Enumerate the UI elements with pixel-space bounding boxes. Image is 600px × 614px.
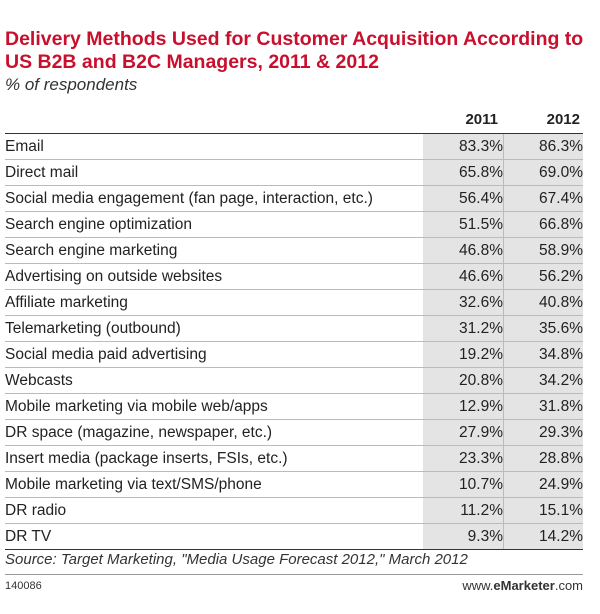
- table-row: Email 83.3% 86.3%: [5, 134, 583, 160]
- column-header-2012: 2012: [546, 111, 580, 128]
- row-label: DR radio: [5, 502, 67, 519]
- column-divider: [503, 472, 504, 497]
- brand-name: eMarketer: [493, 578, 555, 593]
- column-divider: [503, 212, 504, 237]
- row-label: Mobile marketing via text/SMS/phone: [5, 476, 262, 493]
- value-2011: 46.6%: [459, 268, 503, 285]
- table-body: Email 83.3% 86.3% Direct mail 65.8% 69.0% Soci…: [5, 134, 583, 550]
- row-label: Search engine marketing: [5, 242, 178, 259]
- column-divider: [503, 342, 504, 367]
- source-note: Source: Target Marketing, "Media Usage F…: [5, 551, 468, 568]
- column-divider: [503, 290, 504, 315]
- column-divider: [503, 498, 504, 523]
- value-2011: 65.8%: [459, 164, 503, 181]
- value-2012: 69.0%: [539, 164, 583, 181]
- value-2012: 24.9%: [539, 476, 583, 493]
- row-label: Social media paid advertising: [5, 346, 207, 363]
- brand-logo: www.eMarketer.com: [462, 578, 583, 593]
- column-divider: [503, 446, 504, 471]
- value-2011: 32.6%: [459, 294, 503, 311]
- column-divider: [503, 316, 504, 341]
- column-divider: [503, 394, 504, 419]
- row-label: Direct mail: [5, 164, 79, 181]
- value-2012: 66.8%: [539, 216, 583, 233]
- data-table: 2011 2012 Email 83.3% 86.3% Direct mail 65.8…: [5, 106, 583, 550]
- value-2011: 9.3%: [467, 528, 503, 545]
- row-label: Affiliate marketing: [5, 294, 128, 311]
- table-row: DR TV 9.3% 14.2%: [5, 524, 583, 550]
- chart-title: Delivery Methods Used for Customer Acqui…: [5, 28, 584, 73]
- table-row: DR space (magazine, newspaper, etc.) 27.9…: [5, 420, 583, 446]
- value-2011: 12.9%: [459, 398, 503, 415]
- value-2011: 11.2%: [460, 502, 503, 519]
- value-2012: 34.2%: [539, 372, 583, 389]
- table-row: Mobile marketing via mobile web/apps 12.9…: [5, 394, 583, 420]
- column-divider: [503, 368, 504, 393]
- table-row: Telemarketing (outbound) 31.2% 35.6%: [5, 316, 583, 342]
- table-header: 2011 2012: [5, 106, 583, 134]
- column-divider: [503, 238, 504, 263]
- value-2011: 19.2%: [459, 346, 503, 363]
- row-label: Social media engagement (fan page, inter…: [5, 190, 373, 207]
- column-divider: [503, 186, 504, 211]
- table-row: Search engine optimization 51.5% 66.8%: [5, 212, 583, 238]
- column-divider: [503, 160, 504, 185]
- table-row: Direct mail 65.8% 69.0%: [5, 160, 583, 186]
- value-2012: 29.3%: [539, 424, 583, 441]
- value-2011: 27.9%: [459, 424, 503, 441]
- value-2012: 67.4%: [539, 190, 583, 207]
- value-2011: 51.5%: [459, 216, 503, 233]
- column-divider: [503, 264, 504, 289]
- table-row: Advertising on outside websites 46.6% 56.2…: [5, 264, 583, 290]
- chart-subtitle: % of respondents: [5, 75, 138, 94]
- table-row: Affiliate marketing 32.6% 40.8%: [5, 290, 583, 316]
- row-label: Telemarketing (outbound): [5, 320, 181, 337]
- value-2011: 20.8%: [459, 372, 503, 389]
- table-row: Social media engagement (fan page, inter…: [5, 186, 583, 212]
- column-divider: [503, 420, 504, 445]
- value-2011: 46.8%: [459, 242, 503, 259]
- value-2011: 56.4%: [459, 190, 503, 207]
- column-header-2011: 2011: [465, 111, 498, 128]
- value-2012: 14.2%: [539, 528, 583, 545]
- value-2012: 40.8%: [539, 294, 583, 311]
- table-row: Insert media (package inserts, FSIs, etc…: [5, 446, 583, 472]
- value-2012: 86.3%: [539, 138, 583, 155]
- table-row: DR radio 11.2% 15.1%: [5, 498, 583, 524]
- brand-prefix: www.: [462, 578, 494, 593]
- value-2011: 31.2%: [459, 320, 503, 337]
- value-2011: 10.7%: [459, 476, 503, 493]
- row-label: DR space (magazine, newspaper, etc.): [5, 424, 273, 441]
- chart-id: 140086: [5, 580, 42, 592]
- value-2012: 35.6%: [539, 320, 583, 337]
- row-label: Email: [5, 138, 44, 155]
- table-row: Mobile marketing via text/SMS/phone 10.7%…: [5, 472, 583, 498]
- column-divider: [503, 524, 504, 549]
- table-row: Webcasts 20.8% 34.2%: [5, 368, 583, 394]
- table-row: Search engine marketing 46.8% 58.9%: [5, 238, 583, 264]
- value-2012: 34.8%: [539, 346, 583, 363]
- value-2011: 23.3%: [459, 450, 503, 467]
- value-2012: 28.8%: [539, 450, 583, 467]
- table-row: Social media paid advertising 19.2% 34.8%: [5, 342, 583, 368]
- row-label: Insert media (package inserts, FSIs, etc…: [5, 450, 288, 467]
- value-2012: 58.9%: [539, 242, 583, 259]
- footer-divider: [5, 574, 583, 575]
- value-2012: 15.1%: [539, 502, 583, 519]
- value-2012: 31.8%: [539, 398, 583, 415]
- row-label: Advertising on outside websites: [5, 268, 223, 285]
- row-label: Mobile marketing via mobile web/apps: [5, 398, 268, 415]
- column-divider: [503, 134, 504, 159]
- row-label: Search engine optimization: [5, 216, 192, 233]
- row-label: DR TV: [5, 528, 52, 545]
- value-2012: 56.2%: [539, 268, 583, 285]
- brand-suffix: .com: [554, 578, 583, 593]
- row-label: Webcasts: [5, 372, 73, 389]
- value-2011: 83.3%: [459, 138, 503, 155]
